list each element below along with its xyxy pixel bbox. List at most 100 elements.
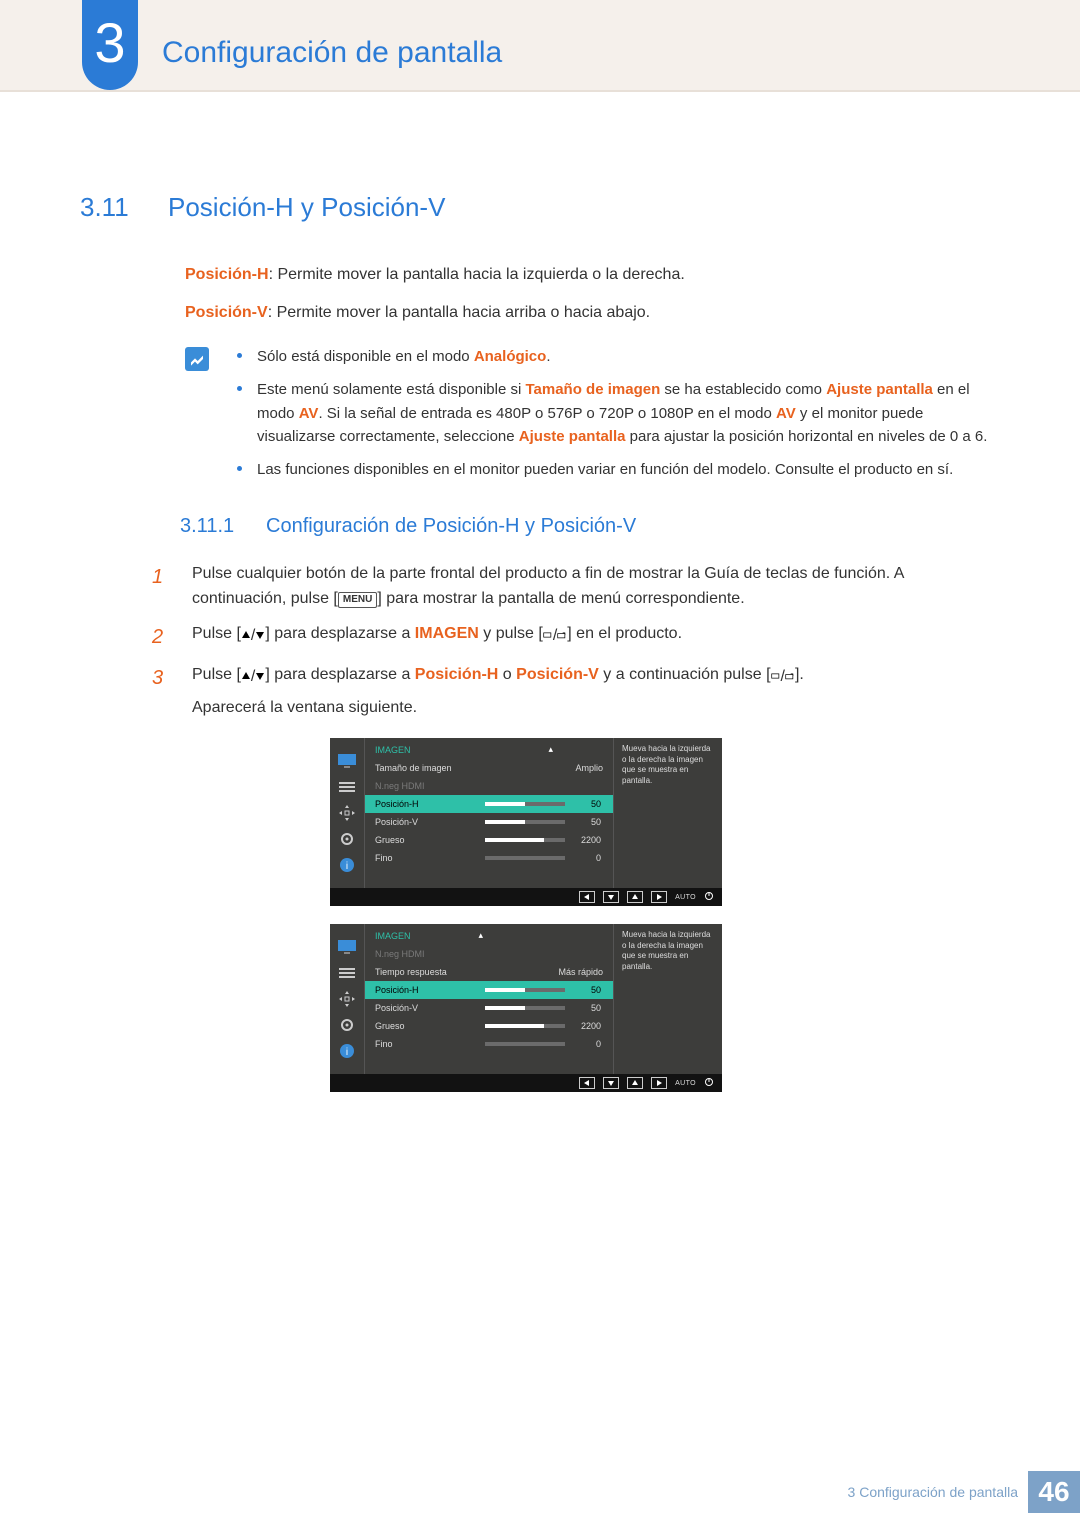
list-icon xyxy=(337,964,357,982)
svg-text:i: i xyxy=(346,1047,348,1058)
osd-row: Fino 0 xyxy=(365,849,613,867)
footer-page-number: 46 xyxy=(1028,1471,1080,1513)
osd-row: N.neg HDMI xyxy=(365,945,613,963)
subsection-title: Configuración de Posición-H y Posición-V xyxy=(266,515,636,538)
osd-row-label: N.neg HDMI xyxy=(375,949,485,959)
osd-row-label: Grueso xyxy=(375,835,485,845)
desc-posicion-h: Posición-H: Permite mover la pantalla ha… xyxy=(185,263,1000,287)
osd-row: Posición-V 50 xyxy=(365,999,613,1017)
auto-label: AUTO xyxy=(675,1080,696,1087)
osd-row-label: Posición-V xyxy=(375,1003,485,1013)
osd-row-bar xyxy=(485,1042,565,1046)
subsection-number: 3.11.1 xyxy=(180,515,266,538)
up-icon xyxy=(627,891,643,903)
footer-text: 3 Configuración de pantalla xyxy=(848,1484,1018,1500)
osd-row-label: Fino xyxy=(375,853,485,863)
menu-button-icon: MENU xyxy=(338,592,377,608)
down-icon xyxy=(603,1077,619,1089)
up-triangle-icon: ▴ xyxy=(478,930,483,941)
osd-mid: IMAGEN ▴ Tamaño de imagenAmplioN.neg HDM… xyxy=(365,738,613,888)
osd-row-value: 50 xyxy=(571,985,601,995)
step-3: 3 Pulse [/] para desplazarse a Posición-… xyxy=(152,663,1000,721)
gear-icon xyxy=(337,1016,357,1034)
osd-hint: Mueva hacia la izquierda o la derecha la… xyxy=(613,738,722,888)
down-icon xyxy=(603,891,619,903)
footer: 3 Configuración de pantalla 46 xyxy=(848,1471,1080,1513)
list-icon xyxy=(337,778,357,796)
osd-mid: IMAGEN ▴ N.neg HDMI Tiempo respuestaMás r… xyxy=(365,924,613,1074)
osd-row-bar xyxy=(485,820,565,824)
section-number: 3.11 xyxy=(80,192,168,223)
osd-side-icons: i xyxy=(330,738,365,888)
osd-row-label: Fino xyxy=(375,1039,485,1049)
up-icon xyxy=(627,1077,643,1089)
osd-row: Posición-H 50 xyxy=(365,981,613,999)
osd-row: Fino0 xyxy=(365,1035,613,1053)
chapter-number-badge: 3 xyxy=(82,0,138,90)
step-number: 3 xyxy=(152,663,192,721)
osd-screenshot-2: i IMAGEN ▴ N.neg HDMI Tiempo respuestaMás… xyxy=(330,924,722,1092)
step-number: 2 xyxy=(152,622,192,653)
monitor-icon xyxy=(337,938,357,956)
osd-row-value: Amplio xyxy=(485,763,607,773)
osd-row-bar xyxy=(485,802,565,806)
info-icon: i xyxy=(337,856,357,874)
right-icon xyxy=(651,1077,667,1089)
info-icon: i xyxy=(337,1042,357,1060)
move-icon xyxy=(337,990,357,1008)
kw-posicion-v: Posición-V xyxy=(185,304,268,321)
enter-icon: / xyxy=(771,665,795,690)
power-icon xyxy=(704,891,714,903)
osd-row: Tamaño de imagenAmplio xyxy=(365,759,613,777)
osd-row: N.neg HDMI xyxy=(365,777,613,795)
osd-row: Posición-H 50 xyxy=(365,795,613,813)
step-number: 1 xyxy=(152,562,192,612)
osd-row-value: Más rápido xyxy=(485,967,607,977)
power-icon xyxy=(704,1077,714,1089)
left-icon xyxy=(579,1077,595,1089)
step-2: 2 Pulse [/] para desplazarse a IMAGEN y … xyxy=(152,622,1000,653)
svg-text:i: i xyxy=(346,861,348,872)
osd-row: Grueso 2200 xyxy=(365,831,613,849)
up-down-icon: / xyxy=(241,624,265,649)
move-icon xyxy=(337,804,357,822)
osd-bottom-bar: AUTO xyxy=(330,1074,722,1092)
note-item: Las funciones disponibles en el monitor … xyxy=(237,458,1000,481)
osd-row-label: Posición-H xyxy=(375,799,485,809)
osd-row-value: 2200 xyxy=(571,835,601,845)
osd-row-label: Tamaño de imagen xyxy=(375,763,485,773)
osd-side-icons: i xyxy=(330,924,365,1074)
kw-posicion-h: Posición-H xyxy=(185,266,269,283)
osd-row-label: Tiempo respuesta xyxy=(375,967,485,977)
osd-row-value: 50 xyxy=(571,1003,601,1013)
osd-row-value: 0 xyxy=(571,853,601,863)
up-triangle-icon: ▴ xyxy=(548,744,553,755)
osd-row-value: 50 xyxy=(571,799,601,809)
note-list: Sólo está disponible en el modo Analógic… xyxy=(237,345,1000,491)
osd-row-bar xyxy=(485,856,565,860)
osd-row-bar xyxy=(485,1006,565,1010)
osd-title: IMAGEN xyxy=(375,931,411,941)
osd-row-value: 2200 xyxy=(571,1021,601,1031)
enter-icon: / xyxy=(543,624,567,649)
auto-label: AUTO xyxy=(675,894,696,901)
step-1: 1 Pulse cualquier botón de la parte fron… xyxy=(152,562,1000,612)
osd-row-label: Posición-H xyxy=(375,985,485,995)
right-icon xyxy=(651,891,667,903)
osd-row: Tiempo respuestaMás rápido xyxy=(365,963,613,981)
up-down-icon: / xyxy=(241,665,265,690)
chapter-title: Configuración de pantalla xyxy=(162,36,502,70)
osd-row: Posición-V 50 xyxy=(365,813,613,831)
osd-hint: Mueva hacia la izquierda o la derecha la… xyxy=(613,924,722,1074)
osd-bottom-bar: AUTO xyxy=(330,888,722,906)
osd-row-label: Posición-V xyxy=(375,817,485,827)
left-icon xyxy=(579,891,595,903)
osd-row-value: 50 xyxy=(571,817,601,827)
note-icon xyxy=(185,347,209,371)
section-title: Posición-H y Posición-V xyxy=(168,192,445,223)
note-item: Este menú solamente está disponible si T… xyxy=(237,378,1000,448)
monitor-icon xyxy=(337,752,357,770)
desc-posicion-v: Posición-V: Permite mover la pantalla ha… xyxy=(185,301,1000,325)
osd-row: Grueso2200 xyxy=(365,1017,613,1035)
osd-row-bar xyxy=(485,838,565,842)
